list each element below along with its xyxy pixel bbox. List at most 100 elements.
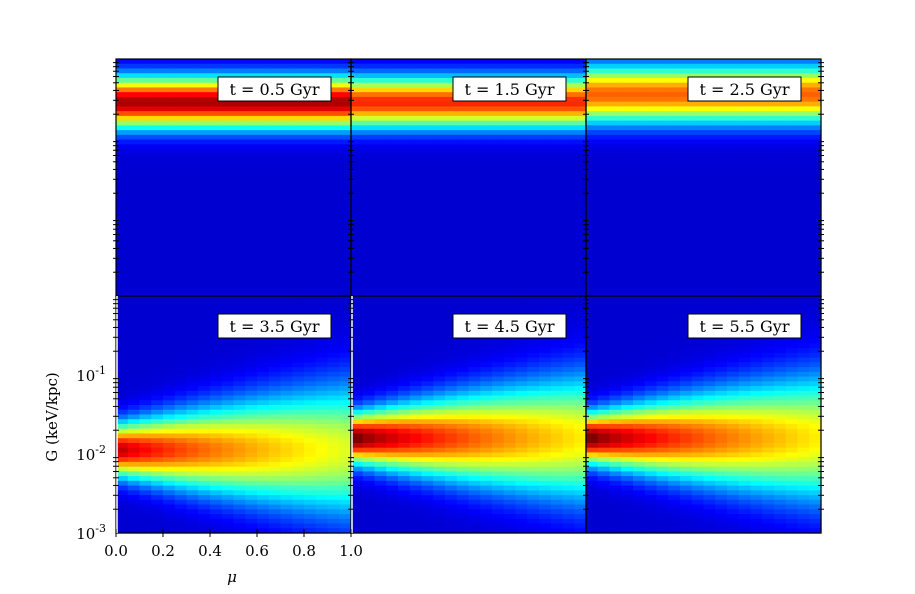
heatmap-cell (621, 239, 634, 245)
heatmap-cell (116, 348, 129, 354)
heatmap-cell (198, 239, 211, 245)
heatmap-cell (315, 63, 329, 70)
heatmap-cell (315, 177, 329, 183)
heatmap-cell (174, 149, 188, 155)
heatmap-cell (327, 239, 340, 245)
heatmap-cell (280, 480, 293, 487)
heatmap-cell (351, 386, 364, 392)
heatmap-cell (386, 305, 399, 311)
heatmap-cell (515, 196, 528, 202)
heatmap-cell (362, 528, 376, 534)
heatmap-cell (210, 438, 223, 444)
heatmap-cell (750, 144, 763, 150)
heatmap-cell (362, 300, 376, 307)
heatmap-cell (398, 134, 411, 141)
heatmap-cell (468, 239, 481, 245)
heatmap-cell (116, 239, 129, 245)
heatmap-cell (456, 201, 470, 207)
heatmap-cell (186, 490, 199, 496)
heatmap-cell (445, 281, 458, 288)
heatmap-cell (257, 528, 270, 534)
heatmap-cell (445, 423, 458, 430)
heatmap-cell (292, 267, 305, 273)
heatmap-cell (586, 120, 599, 126)
heatmap-cell (304, 523, 317, 529)
heatmap-cell (433, 87, 446, 93)
heatmap-cell (163, 390, 176, 397)
heatmap-cell (503, 362, 517, 368)
heatmap-cell (644, 168, 658, 174)
heatmap-cell (621, 134, 634, 141)
heatmap-cell (127, 205, 141, 212)
heatmap-cell (562, 210, 575, 217)
heatmap-cell (539, 215, 552, 221)
heatmap-cell (586, 253, 599, 259)
heatmap-cell (703, 182, 716, 188)
heatmap-cell (445, 324, 458, 330)
heatmap-cell (468, 428, 481, 435)
heatmap-cell (562, 471, 575, 477)
heatmap-cell (456, 518, 470, 525)
heatmap-cell (386, 438, 399, 444)
heatmap-cell (339, 220, 352, 226)
heatmap-cell (562, 428, 575, 435)
heatmap-cell (221, 215, 235, 221)
heatmap-cell (233, 281, 246, 288)
heatmap-cell (515, 305, 528, 311)
heatmap-cell (456, 405, 470, 411)
heatmap-cell (468, 177, 481, 183)
heatmap-cell (433, 300, 446, 307)
heatmap-cell (480, 386, 493, 392)
heatmap-cell (445, 490, 458, 496)
heatmap-cell (527, 224, 540, 231)
heatmap-cell (480, 243, 493, 250)
heatmap-cell (503, 495, 517, 501)
heatmap-cell (151, 201, 164, 207)
heatmap-cell (456, 528, 470, 534)
heatmap-cell (433, 63, 446, 70)
heatmap-cell (527, 423, 540, 430)
heatmap-cell (374, 153, 387, 160)
heatmap-cell (257, 125, 270, 131)
heatmap-cell (386, 348, 399, 354)
heatmap-cell (280, 163, 293, 169)
heatmap-cell (409, 400, 423, 406)
heatmap-cell (163, 395, 176, 401)
heatmap-cell (785, 134, 799, 141)
heatmap-cell (656, 248, 669, 254)
heatmap-cell (351, 509, 364, 515)
heatmap-cell (257, 258, 270, 264)
heatmap-cell (127, 381, 141, 387)
heatmap-cell (327, 182, 340, 188)
heatmap-cell (456, 371, 470, 378)
heatmap-cell (362, 130, 376, 136)
heatmap-cell (292, 262, 305, 269)
heatmap-cell (116, 220, 129, 226)
heatmap-cell (445, 371, 458, 378)
heatmap-cell (456, 239, 470, 245)
heatmap-cell (210, 177, 223, 183)
heatmap-cell (398, 310, 411, 316)
heatmap-cell (433, 357, 446, 363)
heatmap-cell (292, 153, 305, 160)
heatmap-cell (480, 480, 493, 487)
heatmap-cell (550, 471, 564, 477)
heatmap-cell (668, 87, 681, 93)
heatmap-cell (539, 518, 552, 525)
heatmap-cell (198, 409, 211, 416)
heatmap-cell (468, 499, 481, 506)
heatmap-cell (480, 442, 493, 449)
heatmap-cell (398, 352, 411, 359)
heatmap-cell (468, 348, 481, 354)
heatmap-cell (362, 381, 376, 387)
heatmap-cell (174, 428, 188, 435)
heatmap-cell (539, 130, 552, 136)
heatmap-cell (315, 514, 329, 520)
heatmap-cell (386, 509, 399, 515)
heatmap-cell (421, 476, 434, 482)
heatmap-cell (562, 504, 575, 510)
heatmap-cell (116, 191, 129, 198)
heatmap-cell (280, 239, 293, 245)
heatmap-cell (327, 381, 340, 387)
heatmap-cell (292, 499, 305, 506)
